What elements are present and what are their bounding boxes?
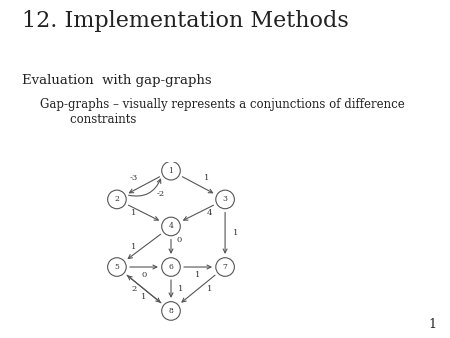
FancyArrowPatch shape	[128, 276, 161, 303]
Text: 1: 1	[195, 271, 201, 280]
Circle shape	[216, 190, 234, 209]
Text: 5: 5	[114, 263, 119, 271]
Text: 2: 2	[114, 195, 119, 203]
FancyArrowPatch shape	[128, 234, 161, 259]
Text: 1: 1	[131, 243, 136, 251]
Text: 1: 1	[179, 285, 184, 293]
FancyArrowPatch shape	[130, 177, 160, 193]
Text: -3: -3	[130, 174, 138, 182]
FancyArrowPatch shape	[169, 239, 173, 253]
Text: 4: 4	[169, 222, 173, 231]
Text: 7: 7	[223, 263, 228, 271]
FancyArrowPatch shape	[127, 275, 160, 302]
Text: 2: 2	[131, 285, 136, 293]
Text: 0: 0	[141, 271, 147, 280]
FancyArrowPatch shape	[184, 265, 211, 269]
FancyArrowPatch shape	[129, 205, 158, 220]
FancyArrowPatch shape	[130, 265, 157, 269]
Text: 6: 6	[169, 263, 173, 271]
Circle shape	[108, 190, 126, 209]
Text: 1: 1	[428, 318, 436, 331]
FancyArrowPatch shape	[184, 205, 213, 220]
Text: 1: 1	[233, 229, 238, 237]
Text: 1: 1	[141, 293, 147, 301]
Text: 1: 1	[207, 285, 212, 293]
Text: 1: 1	[204, 174, 209, 182]
Text: 3: 3	[223, 195, 228, 203]
Circle shape	[216, 258, 234, 276]
FancyArrowPatch shape	[223, 212, 227, 253]
Text: 1: 1	[131, 209, 136, 217]
Text: Evaluation  with gap-graphs: Evaluation with gap-graphs	[22, 74, 212, 87]
Circle shape	[162, 161, 180, 180]
Text: 8: 8	[169, 307, 173, 315]
Circle shape	[162, 258, 180, 276]
Circle shape	[108, 258, 126, 276]
Circle shape	[162, 217, 180, 236]
Text: -2: -2	[157, 190, 165, 197]
FancyArrowPatch shape	[182, 275, 215, 302]
FancyArrowPatch shape	[169, 280, 173, 297]
FancyArrowPatch shape	[129, 179, 161, 196]
Text: 4: 4	[207, 209, 212, 217]
FancyArrowPatch shape	[182, 177, 212, 193]
Circle shape	[162, 301, 180, 320]
Text: 1: 1	[169, 167, 173, 175]
Text: Gap-graphs – visually represents a conjunctions of difference
        constraint: Gap-graphs – visually represents a conju…	[40, 98, 405, 126]
Text: 0: 0	[177, 236, 182, 244]
Text: 12. Implementation Methods: 12. Implementation Methods	[22, 10, 349, 32]
